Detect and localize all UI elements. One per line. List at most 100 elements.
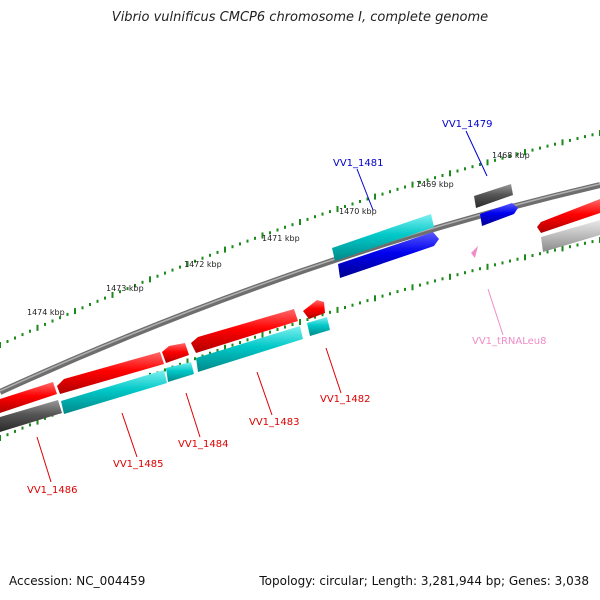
gene-VV1_1481[interactable] [332, 214, 434, 261]
inner-minor-tick [351, 303, 354, 307]
outer-minor-tick [179, 265, 181, 269]
outer-major-tick [261, 232, 264, 239]
gene-VV1_1484[interactable] [162, 343, 189, 363]
label-VV1_1479[interactable]: VV1_1479 [442, 119, 493, 130]
cds-VV1_1485[interactable] [61, 370, 167, 414]
outer-minor-tick [494, 158, 496, 162]
cds-VV1_1481[interactable] [338, 232, 439, 278]
outer-minor-tick [569, 138, 571, 142]
cds-VV1_1479[interactable] [480, 203, 518, 226]
label-VV1_1481[interactable]: VV1_1481 [333, 158, 384, 169]
leader-VV1_1479 [465, 130, 488, 177]
outer-minor-tick [396, 187, 399, 191]
gene-VV1_1482[interactable] [303, 300, 325, 319]
leader-VV1_tRNALeu8 [487, 288, 504, 336]
leader-VV1_1486 [36, 436, 52, 483]
outer-minor-tick [171, 268, 174, 272]
inner-minor-tick [276, 328, 279, 331]
outer-minor-tick [44, 322, 46, 326]
label-VV1_1486[interactable]: VV1_1486 [27, 485, 78, 496]
inner-minor-tick [284, 325, 286, 329]
outer-minor-tick [126, 287, 129, 291]
cds-VV1_1482[interactable] [307, 317, 330, 336]
gene-labels: VV1_1479 VV1_1481 VV1_tRNALeu8 VV1_1482 … [27, 119, 546, 496]
trna-VV1_tRNALeu8[interactable] [471, 246, 478, 258]
chromosome-backbone [0, 182, 600, 395]
inner-minor-tick [344, 306, 346, 309]
outer-major-tick [36, 324, 39, 331]
inner-major-tick [486, 263, 489, 270]
outer-minor-tick [89, 303, 91, 306]
outer-minor-tick [381, 192, 384, 196]
label-VV1_1482[interactable]: VV1_1482 [320, 394, 371, 405]
inner-minor-tick [479, 267, 481, 271]
reverse-strand-features [0, 300, 330, 432]
outer-minor-tick [584, 135, 586, 139]
inner-minor-tick [29, 423, 31, 427]
feature-partial-gray[interactable] [541, 220, 600, 252]
leader-VV1_1484 [185, 392, 201, 438]
inner-major-tick [261, 331, 264, 338]
inner-minor-tick [359, 301, 361, 305]
inner-minor-tick [291, 323, 294, 326]
inner-minor-tick [554, 248, 556, 252]
inner-major-tick [186, 358, 189, 365]
inner-minor-tick [591, 240, 594, 244]
label-VV1_1483[interactable]: VV1_1483 [249, 417, 300, 428]
inner-minor-tick [426, 281, 429, 285]
outer-minor-tick [284, 225, 286, 229]
outer-minor-tick [404, 185, 406, 189]
outer-minor-tick [306, 217, 309, 221]
inner-minor-tick [254, 335, 256, 339]
outer-minor-tick [501, 156, 504, 160]
ruler-label-1474: 1474 kbp [27, 308, 65, 317]
label-leader-lines [36, 130, 504, 483]
feature-partial-red[interactable] [537, 199, 600, 233]
inner-minor-tick [569, 245, 571, 249]
inner-minor-tick [194, 357, 196, 361]
chromosome-backbone-highlight [0, 183, 600, 392]
inner-minor-tick [269, 330, 271, 334]
outer-minor-tick [164, 271, 166, 275]
gene-VV1_1479[interactable] [474, 184, 513, 208]
label-VV1_tRNALeu8[interactable]: VV1_tRNALeu8 [472, 336, 546, 347]
outer-minor-tick [194, 259, 196, 263]
inner-minor-tick [314, 315, 316, 319]
outer-minor-tick [141, 280, 144, 284]
inner-minor-tick [539, 252, 541, 256]
outer-minor-tick [366, 197, 369, 201]
label-VV1_1485[interactable]: VV1_1485 [113, 459, 164, 470]
inner-minor-tick [329, 310, 331, 314]
inner-major-tick [0, 435, 1, 441]
inner-minor-tick [471, 269, 474, 273]
ruler-label-1472: 1472 kbp [184, 260, 222, 269]
ruler-label-1473: 1473 kbp [106, 284, 144, 293]
inner-minor-tick [306, 318, 309, 321]
genome-summary-text: Topology: circular; Length: 3,281,944 bp… [259, 574, 589, 588]
outer-minor-tick [321, 212, 324, 216]
cds-VV1_1484[interactable] [166, 362, 194, 382]
gene-VV1_1486[interactable] [0, 382, 57, 413]
gene-VV1_1483[interactable] [191, 309, 298, 353]
outer-major-tick [336, 206, 339, 212]
outer-minor-tick [554, 142, 556, 146]
cds-VV1_1483[interactable] [196, 326, 303, 372]
outer-minor-tick [576, 137, 579, 140]
label-VV1_1484[interactable]: VV1_1484 [178, 439, 229, 450]
leader-VV1_1482 [325, 347, 342, 394]
inner-major-tick [299, 319, 301, 325]
outer-minor-tick [119, 290, 121, 294]
cds-VV1_1486[interactable] [0, 400, 62, 432]
outer-minor-tick [216, 250, 219, 254]
outer-minor-tick [291, 223, 294, 227]
accession-text: Accession: NC_004459 [9, 574, 146, 588]
outer-minor-tick [314, 215, 316, 219]
ruler-label-1471: 1471 kbp [262, 234, 300, 243]
gene-VV1_1485[interactable] [57, 352, 164, 394]
outer-minor-tick [14, 336, 16, 340]
outer-minor-tick [246, 239, 249, 243]
outer-minor-tick [389, 190, 391, 194]
leader-VV1_1485 [121, 412, 138, 458]
outer-minor-tick [441, 174, 444, 177]
inner-major-tick [374, 295, 376, 302]
